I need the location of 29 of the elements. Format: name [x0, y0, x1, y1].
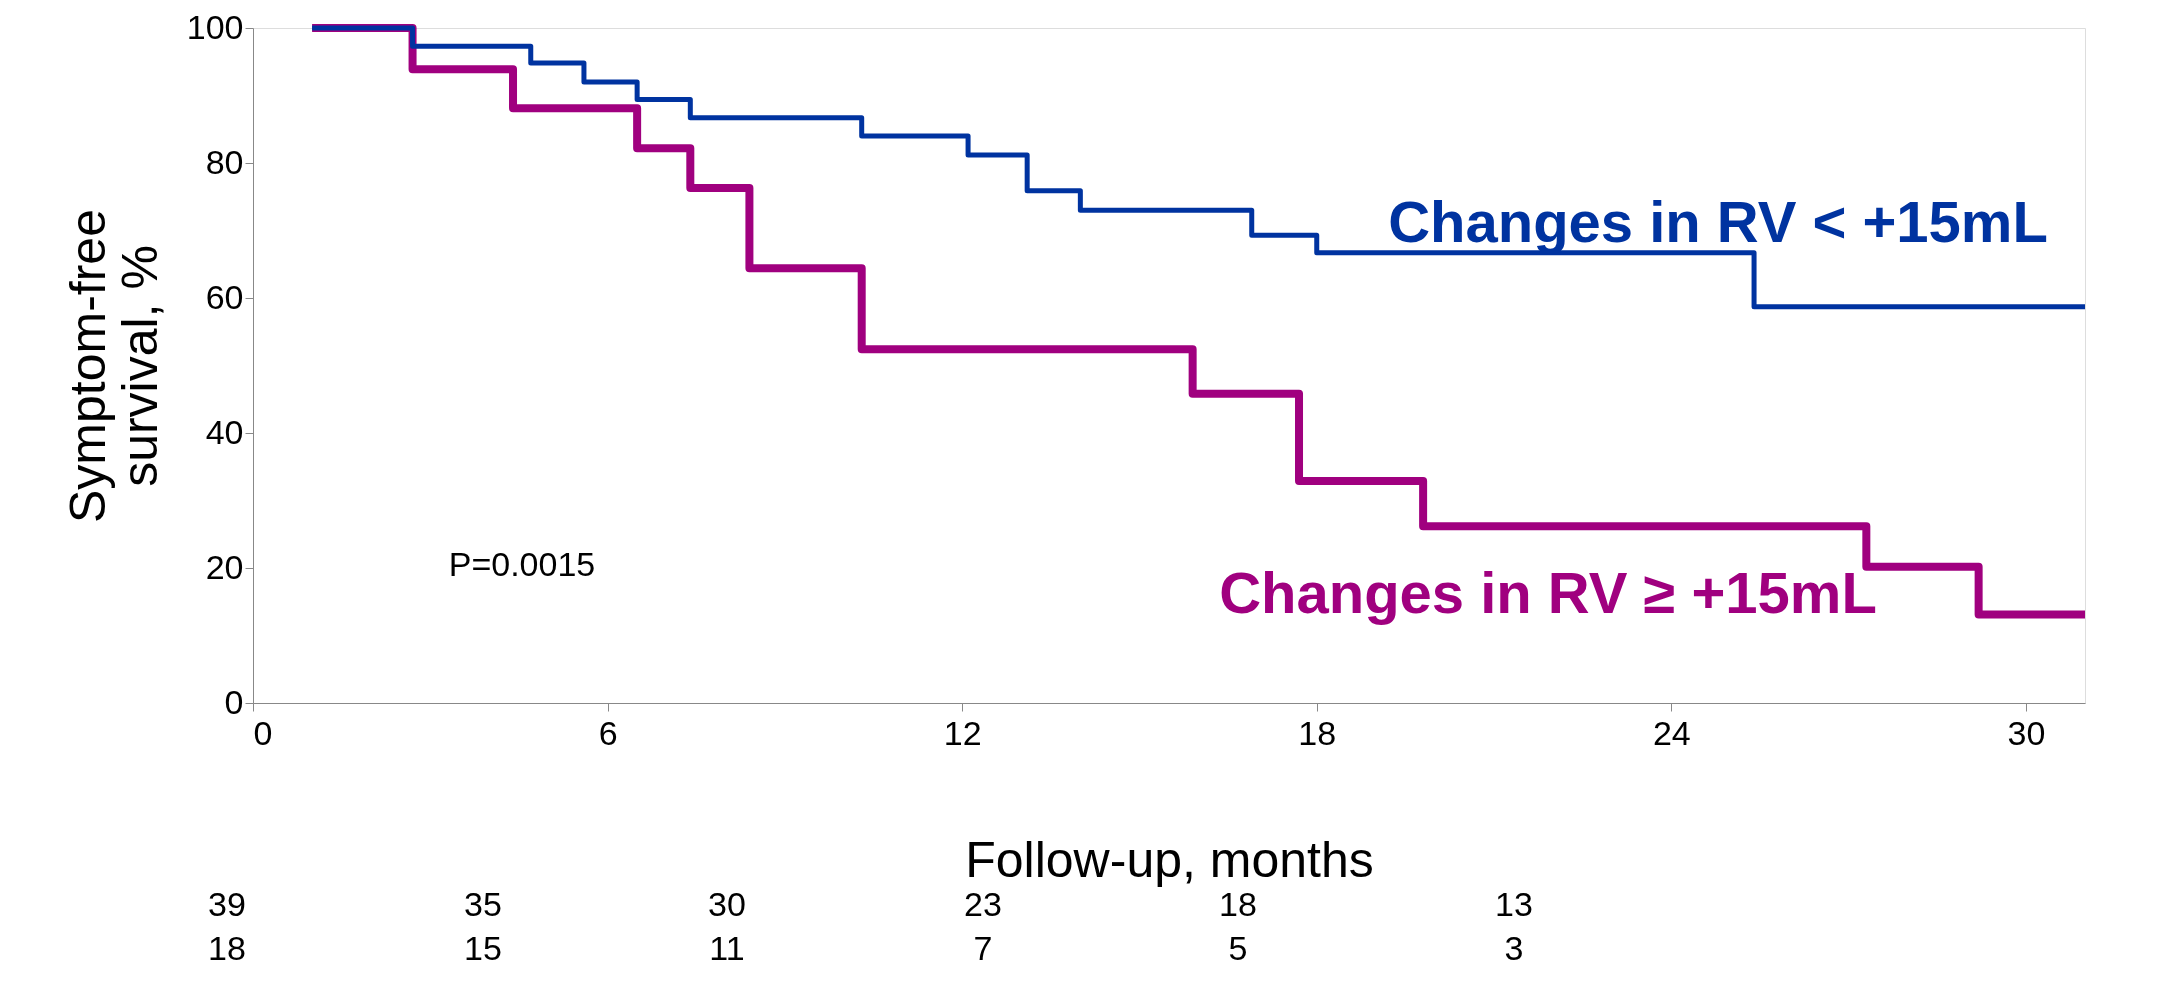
y-axis-title: Symptom-free survival, % — [59, 209, 168, 523]
text: 18 — [208, 929, 246, 967]
text: 35 — [464, 885, 502, 923]
y-tick-label: 60 — [205, 277, 244, 316]
x-tick-label: 12 — [943, 713, 982, 752]
text: 11 — [709, 929, 745, 967]
annotation: P=0.0015 — [448, 545, 596, 583]
text: 23 — [964, 885, 1002, 923]
text: 15 — [464, 929, 502, 967]
x-tick-label: 6 — [598, 713, 618, 752]
text: 39 — [208, 885, 246, 923]
series-label: Changes in RV ≥ +15mL — [1219, 560, 1877, 625]
x-tick-label: 30 — [2007, 713, 2046, 752]
y-tick-label: 80 — [205, 142, 244, 181]
x-tick-label: 18 — [1298, 713, 1337, 752]
y-tick-label: 0 — [224, 682, 244, 721]
y-tick-label: 100 — [186, 7, 244, 46]
y-tick-label: 20 — [205, 547, 244, 586]
y-tick-label: 40 — [205, 412, 244, 451]
x-tick-label: 24 — [1652, 713, 1691, 752]
series-label: Changes in RV < +15mL — [1388, 189, 2048, 254]
x-axis-title: Follow-up, months — [965, 831, 1374, 888]
text: 5 — [1228, 929, 1248, 967]
x-tick-label: 0 — [253, 713, 273, 752]
text: 3 — [1504, 929, 1524, 967]
text: 18 — [1219, 885, 1257, 923]
text: 13 — [1495, 885, 1533, 923]
text: 7 — [973, 929, 993, 967]
text: 30 — [708, 885, 746, 923]
